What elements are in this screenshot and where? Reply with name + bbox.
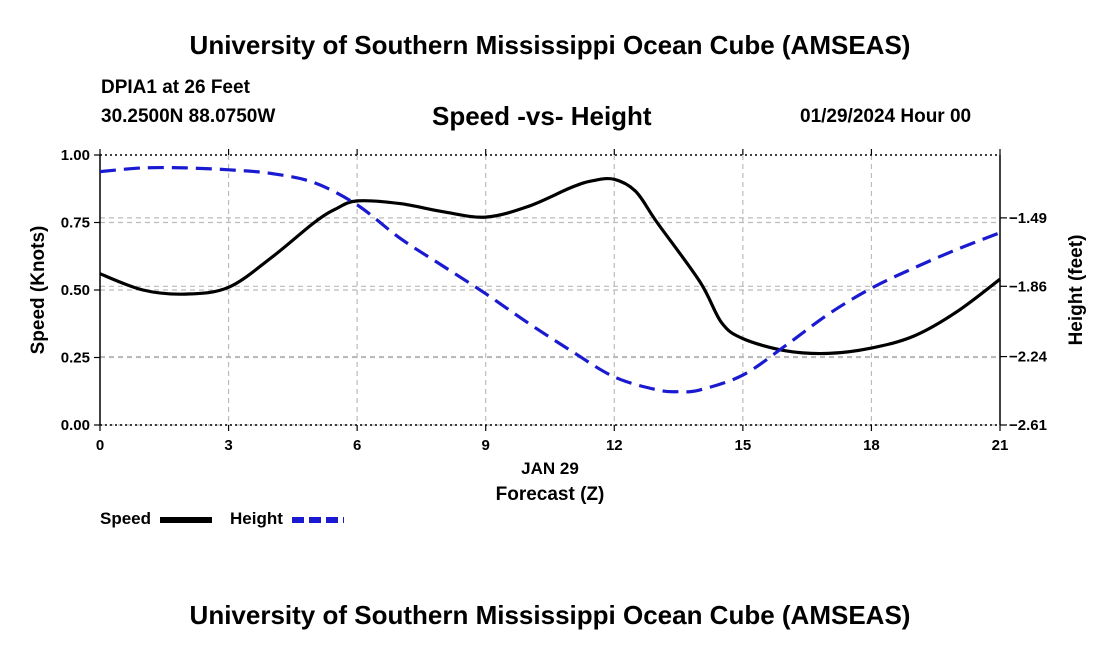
x-tick-label: 21 <box>992 437 1009 454</box>
y-tick-label: 1.00 <box>61 147 90 164</box>
y2-tick-label: −2.61 <box>1009 417 1047 434</box>
legend-height-label: Height <box>230 509 283 528</box>
y-axis-label: Speed (Knots) <box>28 226 49 355</box>
x-tick-label: 0 <box>96 437 104 454</box>
y2-tick-label: −2.24 <box>1009 349 1048 366</box>
y-tick-label: 0.50 <box>61 282 90 299</box>
legend-speed-label: Speed <box>100 509 152 528</box>
x-tick-label: 6 <box>353 437 361 454</box>
page-title: University of Southern Mississippi Ocean… <box>189 30 911 60</box>
x-tick-label: 9 <box>482 437 490 454</box>
x-tick-label: 15 <box>735 437 752 454</box>
height-series-line <box>99 165 1001 394</box>
x-tick-label: 3 <box>224 437 232 454</box>
footer-title: University of Southern Mississippi Ocean… <box>189 600 911 630</box>
forecast-datetime: 01/29/2024 Hour 00 <box>800 106 972 127</box>
coordinates-label: 30.2500N 88.0750W <box>101 106 276 127</box>
station-label: DPIA1 at 26 Feet <box>101 77 250 98</box>
x-tick-label: 12 <box>606 437 623 454</box>
x-date-label: JAN 29 <box>521 459 579 478</box>
y2-tick-label: −1.49 <box>1009 210 1047 227</box>
y-tick-label: 0.25 <box>61 350 90 367</box>
y-tick-label: 0.00 <box>61 417 90 434</box>
y2-axis-label: Height (feet) <box>1066 235 1087 346</box>
chart-title: Speed -vs- Height <box>432 101 652 131</box>
y-tick-label: 0.75 <box>61 215 90 232</box>
x-axis-label: Forecast (Z) <box>496 484 605 505</box>
x-tick-label: 18 <box>863 437 880 454</box>
y2-tick-label: −1.86 <box>1009 278 1047 295</box>
speed-series-line <box>99 176 1001 356</box>
